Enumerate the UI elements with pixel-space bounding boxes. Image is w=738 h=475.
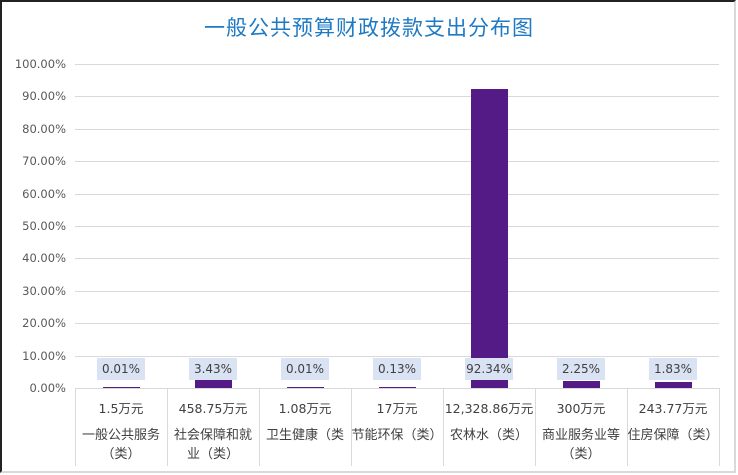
category-label-line: 卫生健康（类 [265,428,344,443]
gridline [75,96,719,97]
gridline [75,291,719,292]
y-axis-tick-label: 40.00% [22,251,66,266]
gridline [75,258,719,259]
table-category-cell: 卫生健康（类 [253,426,357,445]
data-label: 0.01% [281,358,329,380]
table-category-cell: 社会保障和就 业（类） [161,426,265,464]
table-category-cell: 一般公共服务 （类） [69,426,173,464]
table-category-cell: 商业服务业等 （类） [529,426,633,464]
y-axis-tick-label: 100.00% [14,57,66,71]
data-label: 0.01% [97,358,145,380]
category-label-line: 农林水（类） [449,428,528,443]
table-category-cell: 农林水（类） [437,426,541,445]
gridline [75,323,719,324]
table-category-cell: 节能环保（类） [345,426,449,445]
category-label-line: （类） [561,447,601,462]
gridline [75,194,719,195]
data-label: 2.25% [557,358,605,380]
bar[interactable] [562,380,600,388]
table-amount-cell: 243.77万元 [638,401,708,416]
data-label: 0.13% [373,358,421,380]
table-category-cell: 住房保障（类） [621,426,725,445]
table-amount-cell: 1.5万元 [98,401,144,416]
y-axis-tick-label: 70.00% [22,154,66,169]
x-axis-line [75,388,719,389]
table-column-divider [719,388,720,466]
table-amount-cell: 1.08万元 [278,401,332,416]
category-label-line: 一般公共服务 [81,428,160,443]
chart-title: 一般公共预算财政拨款支出分布图 [204,16,534,40]
category-label-line: 业（类） [186,447,239,462]
table-column-divider [259,388,260,466]
y-axis-tick-label: 0.00% [29,381,66,395]
gridline [75,226,719,227]
y-axis-tick-label: 60.00% [22,186,66,201]
table-column-divider [443,388,444,466]
table-amount-cell: 458.75万元 [178,401,248,416]
category-label-line: 节能环保（类） [351,428,443,443]
bar[interactable] [378,386,416,388]
y-axis-tick-label: 30.00% [22,283,66,298]
y-axis-tick-label: 90.00% [22,89,66,104]
table-amount-cell: 17万元 [376,401,418,416]
gridline [75,129,719,130]
bar[interactable] [470,88,508,388]
bar[interactable] [102,386,140,388]
bar[interactable] [654,382,692,388]
data-label: 3.43% [189,358,237,380]
data-label: 92.34% [465,358,513,380]
bar[interactable] [194,376,232,388]
table-amount-cell: 300万元 [556,401,606,416]
table-column-divider [351,388,352,466]
bar[interactable] [286,386,324,388]
gridline [75,356,719,357]
y-axis-tick-label: 50.00% [22,219,66,233]
table-amount-cell: 12,328.86万元 [444,401,534,416]
table-column-divider [167,388,168,466]
data-label: 1.83% [649,358,697,380]
category-label-line: （类） [101,447,141,462]
category-label-line: 商业服务业等 [541,428,620,443]
table-column-divider [535,388,536,466]
table-column-divider [627,388,628,466]
y-axis-tick-label: 20.00% [22,316,66,331]
y-axis-tick-label: 10.00% [22,348,66,363]
table-column-divider [75,388,76,466]
category-label-line: 社会保障和就 [173,428,252,443]
category-label-line: 住房保障（类） [627,428,719,443]
gridline [75,161,719,162]
y-axis-tick-label: 80.00% [22,121,66,136]
gridline [75,64,719,65]
